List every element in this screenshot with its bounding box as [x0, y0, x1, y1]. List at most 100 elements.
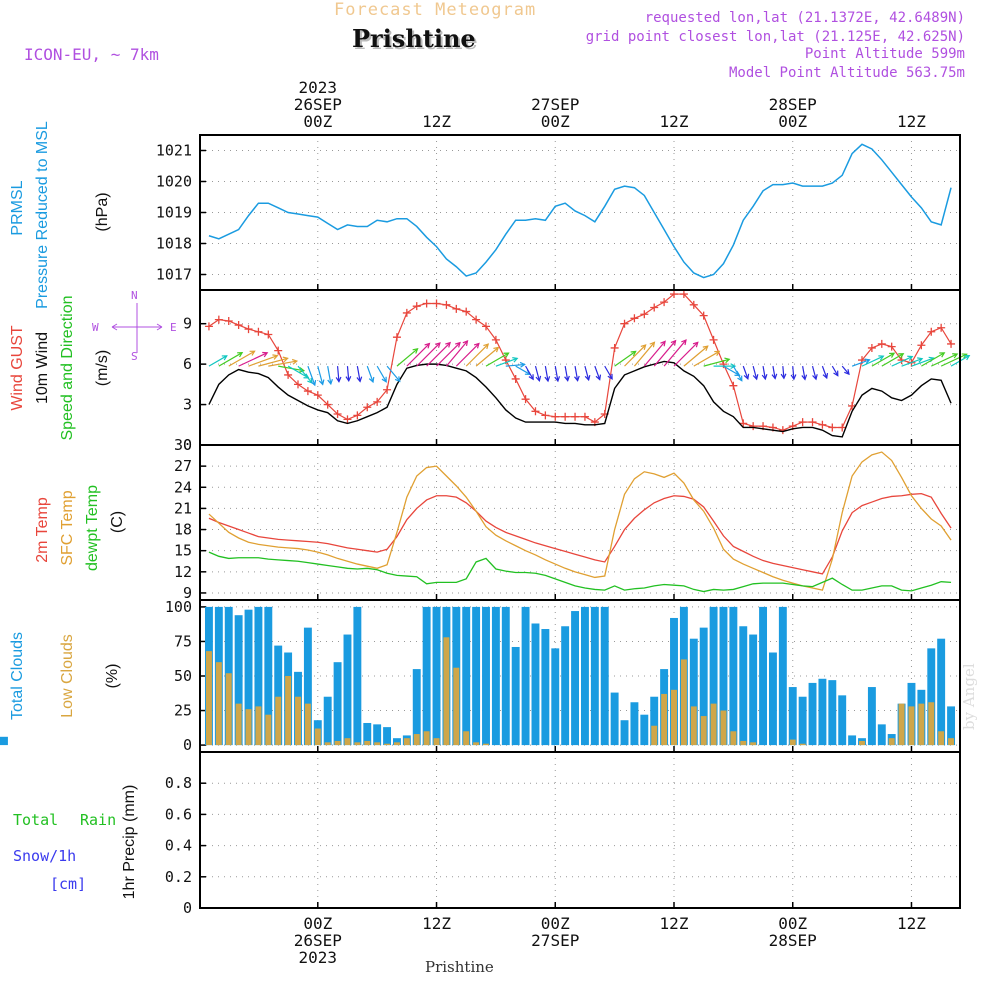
pressure-unit: (hPa) — [94, 192, 111, 231]
low-cloud-bar — [324, 742, 331, 746]
bottom-time-label: 26SEP — [294, 931, 342, 950]
wind-arrow-head — [554, 376, 561, 383]
wind-arrow — [445, 340, 468, 367]
wind-arrow-head — [889, 352, 896, 358]
precip-unit: 1hr Precip (mm) — [121, 785, 138, 900]
total-cloud-bar — [521, 606, 530, 746]
wind-arrow — [336, 366, 340, 382]
wind-arrow-head — [752, 374, 759, 381]
gust-marker — [422, 299, 431, 308]
total-cloud-bar — [759, 606, 768, 746]
gust-marker — [610, 343, 619, 352]
wind-arrow — [861, 355, 884, 367]
y-tick-label: 12 — [174, 563, 192, 581]
wind-arrow — [633, 341, 655, 367]
low-cloud-bar — [740, 740, 747, 746]
gust-marker — [491, 335, 500, 344]
wind-arrow — [287, 365, 309, 379]
wind-arrow — [683, 345, 709, 367]
low-cloud-bar — [938, 731, 945, 746]
bottom-time-label: 28SEP — [769, 931, 817, 950]
wind-arrow — [248, 355, 278, 367]
low-cloud-bar — [235, 703, 242, 746]
wind-arrow-head — [761, 374, 768, 381]
compass-south: S — [131, 350, 138, 363]
low-cloud-bar — [443, 637, 450, 746]
wind-arrow — [921, 352, 945, 367]
wind-arrow — [485, 352, 509, 367]
low-cloud-bar — [750, 742, 757, 746]
top-time-label: 12Z — [660, 112, 689, 131]
bottom-time-label: 27SEP — [531, 931, 579, 950]
temp-unit: (C) — [109, 511, 126, 533]
wind-arrow-head — [670, 339, 677, 346]
model-label: ICON-EU, ~ 7km — [24, 45, 159, 64]
y-tick-label: 30 — [174, 436, 192, 454]
total-cloud-bar — [303, 627, 312, 746]
wind-arrow — [426, 342, 451, 367]
top-time-label: 26SEP — [294, 95, 342, 114]
wind-arrow — [841, 365, 850, 375]
total-cloud-bar — [709, 606, 718, 746]
total-cloud-bar — [828, 680, 837, 746]
wind-arrow — [475, 347, 499, 367]
low-cloud-bar — [423, 731, 430, 746]
y-tick-label: 27 — [174, 457, 192, 475]
y-tick-label: 1019 — [156, 204, 192, 222]
total-cloud-bar — [808, 682, 817, 746]
y-tick-label: 6 — [183, 355, 192, 373]
chart-title: Forecast Meteogram — [334, 0, 537, 20]
y-tick-label: 0.6 — [165, 805, 192, 823]
gust-marker — [917, 341, 926, 350]
requested-coords: requested lon,lat (21.1372E, 42.6489N) — [644, 10, 965, 26]
low-cloud-bar — [483, 743, 489, 746]
wind-arrow-head — [434, 342, 441, 348]
gust-marker — [234, 321, 243, 330]
wind-arrow — [268, 360, 297, 367]
low-cloud-bar — [651, 725, 658, 746]
gust-marker — [729, 381, 738, 390]
wind-arrow — [436, 342, 461, 367]
bottom-location: Prishtine — [425, 958, 494, 976]
wind-arrow — [515, 365, 531, 375]
wind-arrow — [931, 353, 958, 367]
gust-marker — [937, 323, 946, 332]
wind-arrow-head — [844, 369, 850, 376]
gust-marker — [867, 343, 876, 352]
gust-marker — [204, 322, 213, 331]
top-time-label: 28SEP — [769, 95, 817, 114]
gust-marker — [353, 411, 362, 420]
gust-marker — [739, 419, 748, 428]
total-cloud-bar — [333, 662, 342, 746]
wind-arrow — [574, 366, 579, 381]
wind-arrow — [802, 366, 806, 380]
total-cloud-bar — [234, 615, 243, 746]
gridpoint-coords: grid point closest lon,lat (21.125E, 42.… — [585, 29, 965, 45]
gust-marker — [244, 325, 253, 334]
bottom-time-label: 2023 — [299, 948, 338, 967]
low-cloud-bar — [403, 738, 410, 746]
wind-arrow — [554, 366, 559, 382]
total-cloud-bar — [620, 720, 629, 746]
compass-north: N — [131, 289, 138, 302]
wind-arrow — [525, 365, 534, 380]
low-cloud-bar — [354, 742, 361, 746]
gust-marker — [294, 380, 302, 389]
y-tick-label: 50 — [174, 667, 192, 685]
wind-arrow — [584, 365, 590, 381]
wind-arrow — [891, 355, 913, 367]
gust-marker — [838, 423, 847, 432]
wind-arrow-head — [394, 376, 401, 383]
wind-arrow — [624, 344, 647, 367]
total-cloud-bar — [561, 626, 570, 746]
gust-marker — [620, 319, 629, 328]
bottom-time-label: 12Z — [660, 914, 689, 933]
bottom-time-label: 00Z — [541, 914, 570, 933]
total-cloud-bar — [848, 735, 857, 746]
y-tick-label: 0 — [183, 899, 192, 917]
wind-arrow — [643, 340, 666, 367]
wind-arrow-head — [291, 358, 299, 365]
clouds-unit: (%) — [104, 664, 121, 689]
low-cloud-bar — [898, 703, 905, 746]
